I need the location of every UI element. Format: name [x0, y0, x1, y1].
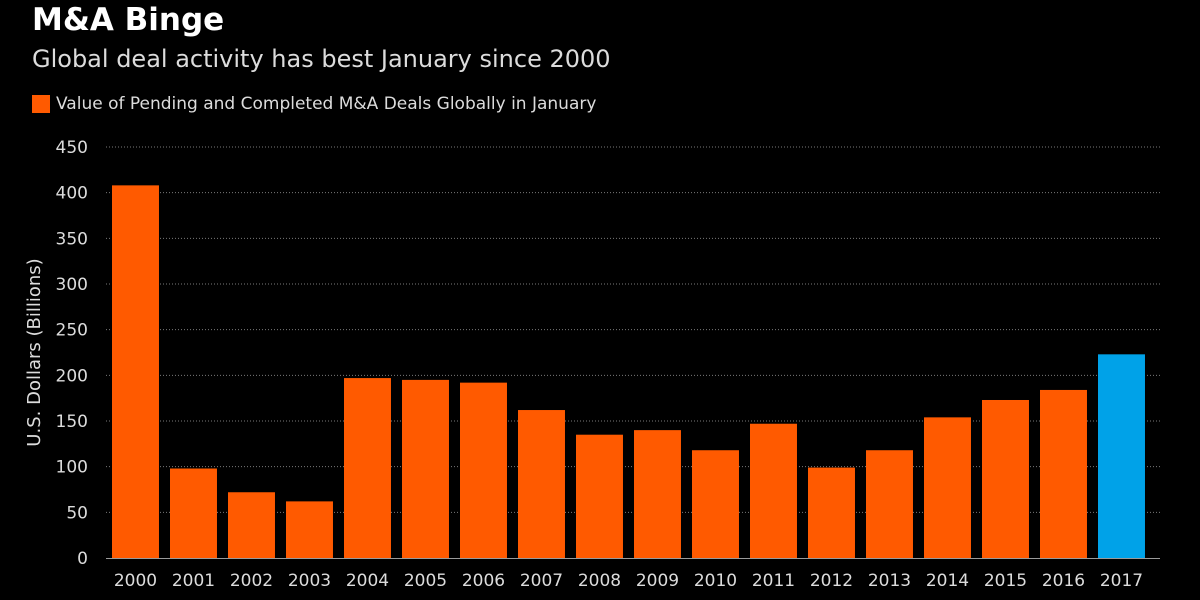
x-tick-label: 2017 [1100, 571, 1143, 591]
bar [866, 450, 913, 558]
y-tick-label: 450 [56, 138, 88, 158]
bar [634, 430, 681, 558]
x-tick-label: 2014 [926, 571, 969, 591]
y-axis-title: U.S. Dollars (Billions) [24, 258, 45, 446]
bar [1040, 389, 1087, 558]
x-tick-label: 2004 [346, 571, 389, 591]
x-tick-label: 2003 [288, 571, 331, 591]
legend-label: Value of Pending and Completed M&A Deals… [56, 94, 597, 114]
bar [344, 378, 391, 558]
bar [402, 379, 449, 558]
bar [808, 467, 855, 558]
x-tick-label: 2005 [404, 571, 447, 591]
bar [576, 434, 623, 558]
chart-subtitle: Global deal activity has best January si… [32, 45, 611, 73]
bar [692, 450, 739, 558]
y-tick-label: 250 [56, 321, 88, 341]
x-tick-label: 2016 [1042, 571, 1085, 591]
x-tick-label: 2013 [868, 571, 911, 591]
y-tick-label: 100 [56, 458, 88, 478]
x-tick-label: 2008 [578, 571, 621, 591]
y-tick-label: 0 [77, 549, 88, 569]
y-tick-label: 50 [66, 503, 88, 523]
bar [982, 399, 1029, 558]
bar [460, 382, 507, 558]
x-tick-label: 2010 [694, 571, 737, 591]
bar [228, 492, 275, 558]
x-tick-label: 2015 [984, 571, 1027, 591]
bar [112, 185, 159, 559]
x-tick-label: 2002 [230, 571, 273, 591]
x-tick-label: 2001 [172, 571, 215, 591]
bar [924, 417, 971, 558]
x-tick-label: 2012 [810, 571, 853, 591]
y-tick-label: 200 [56, 366, 88, 386]
y-tick-label: 150 [56, 412, 88, 432]
y-tick-label: 350 [56, 229, 88, 249]
y-tick-label: 300 [56, 275, 88, 295]
bar [170, 468, 217, 558]
chart-title: M&A Binge [32, 2, 225, 38]
x-tick-label: 2011 [752, 571, 795, 591]
x-tick-label: 2007 [520, 571, 563, 591]
x-tick-label: 2000 [114, 571, 157, 591]
bar [286, 501, 333, 558]
chart-legend: Value of Pending and Completed M&A Deals… [32, 94, 596, 114]
bar [518, 410, 565, 558]
bar [1098, 354, 1145, 558]
legend-swatch [32, 95, 50, 113]
bar [750, 423, 797, 558]
x-tick-label: 2006 [462, 571, 505, 591]
x-tick-label: 2009 [636, 571, 679, 591]
y-tick-label: 400 [56, 184, 88, 204]
